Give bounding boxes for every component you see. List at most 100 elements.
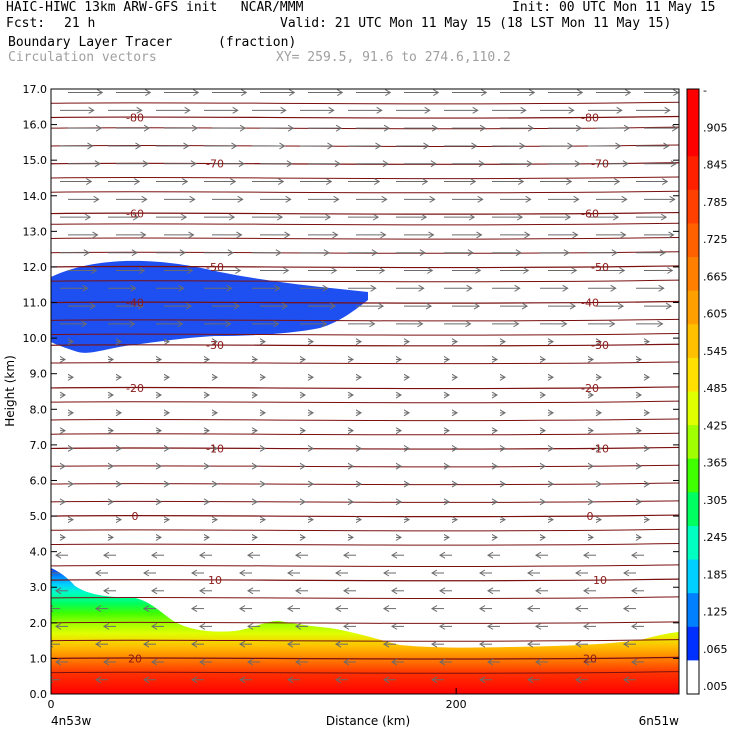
wind-vector-head — [155, 533, 162, 541]
wind-vector-head — [527, 569, 534, 577]
contour-line — [51, 621, 679, 624]
wind-vector-head — [370, 284, 377, 292]
wind-vector-head — [380, 231, 387, 239]
wind-vector-head — [286, 160, 293, 168]
wind-vector-head — [547, 480, 554, 488]
wind-vector-head — [203, 427, 210, 435]
contour-label: -30 — [591, 339, 609, 352]
wind-vector-head — [95, 676, 102, 684]
wind-vector-head — [623, 640, 630, 648]
wind-vector-head — [107, 391, 114, 399]
colorbar-label: .425 — [703, 419, 728, 432]
wind-vector-head — [583, 587, 590, 595]
wind-vector-head — [587, 498, 594, 506]
wind-vector-head — [451, 516, 458, 524]
wind-vector-head — [307, 516, 314, 524]
wind-vector-head — [669, 195, 676, 203]
wind-vector-head — [526, 160, 533, 168]
wind-vector-head — [323, 249, 330, 257]
wind-vector-head — [299, 462, 306, 470]
wind-vector-head — [621, 195, 628, 203]
wind-vector-head — [471, 142, 478, 150]
wind-vector-head — [155, 356, 162, 363]
wind-vector-head — [643, 445, 650, 452]
wind-vector-head — [473, 302, 481, 310]
contour-line — [51, 596, 679, 600]
wind-vector-head — [322, 284, 329, 292]
wind-vector-head — [239, 676, 246, 684]
wind-vector-head — [163, 516, 170, 524]
y-tick-label: 8.0 — [30, 403, 48, 416]
wind-vector-head — [239, 605, 246, 613]
contour-label: -30 — [206, 339, 224, 352]
colorbar-label: .365 — [703, 457, 728, 470]
wind-vector-head — [575, 605, 582, 613]
wind-vector-head — [59, 427, 66, 435]
overlay-name: Circulation vectors — [8, 50, 157, 65]
wind-vector-head — [326, 178, 333, 185]
wind-vector-head — [67, 409, 74, 417]
y-tick-label: 16.0 — [23, 119, 48, 132]
contour-label: -40 — [126, 297, 144, 310]
wind-vector-head — [103, 622, 110, 630]
wind-vector-head — [55, 587, 62, 595]
wind-vector-head — [519, 142, 526, 150]
wind-vector-head — [595, 409, 602, 417]
wind-vector-head — [287, 640, 294, 648]
contour-line — [51, 343, 679, 347]
wind-vector-head — [155, 498, 162, 506]
wind-vector-head — [55, 622, 62, 630]
wind-vector-head — [667, 267, 674, 274]
y-tick-label: 10.0 — [23, 332, 48, 345]
wind-vector-head — [499, 409, 506, 417]
wind-vector-head — [199, 587, 206, 595]
wind-vector-head — [539, 498, 546, 506]
y-tick-label: 9.0 — [30, 368, 48, 381]
wind-vector-head — [403, 373, 410, 381]
contour-label: -80 — [126, 111, 144, 124]
wind-vector-head — [59, 391, 66, 399]
wind-vector-head — [671, 124, 679, 132]
wind-vector-head — [668, 231, 675, 239]
wind-vector-head — [451, 480, 458, 488]
wind-vector-head — [355, 516, 362, 524]
contour-line — [51, 418, 679, 422]
wind-vector-head — [321, 320, 328, 328]
wind-vector-head — [662, 178, 669, 185]
wind-vector-head — [443, 427, 450, 435]
wind-vector-head — [251, 427, 258, 435]
wind-vector-head — [93, 195, 100, 203]
wind-vector-head — [203, 356, 210, 363]
wind-vector-head — [115, 338, 122, 346]
contour-line — [51, 265, 679, 269]
contour-line — [51, 300, 679, 304]
wind-vector-head — [95, 640, 102, 648]
wind-vector-head — [487, 658, 494, 666]
wind-vector-head — [443, 391, 450, 399]
wind-vector-head — [491, 427, 498, 435]
wind-vector-head — [520, 106, 527, 114]
valid-time: Valid: 21 UTC Mon 11 May 15 (18 LST Mon … — [280, 16, 672, 31]
wind-vector-head — [491, 391, 498, 399]
x-axis: 0 200 — [48, 688, 467, 711]
wind-vector-head — [635, 462, 642, 470]
wind-vector-head — [55, 658, 62, 666]
wind-vector-head — [376, 106, 383, 114]
colorbar-swatch — [687, 593, 699, 628]
contour-label: -50 — [591, 261, 609, 274]
x-left-endpoint: 4n53w — [51, 714, 92, 728]
wind-vector-head — [347, 533, 354, 541]
wind-vector-head — [615, 142, 622, 150]
colorbar-frame — [686, 88, 700, 695]
cross-section-coords: XY= 259.5, 91.6 to 274.6,110.2 — [276, 50, 511, 65]
wind-vector-head — [395, 498, 402, 506]
wind-vector-head — [335, 569, 342, 577]
wind-vector-head — [307, 373, 314, 381]
contour-line — [51, 671, 679, 674]
wind-vector-head — [635, 533, 642, 541]
wind-vector-head — [427, 267, 434, 274]
wind-vector-head — [383, 640, 390, 648]
wind-vector-head — [491, 498, 498, 506]
wind-vector-head — [285, 195, 292, 203]
